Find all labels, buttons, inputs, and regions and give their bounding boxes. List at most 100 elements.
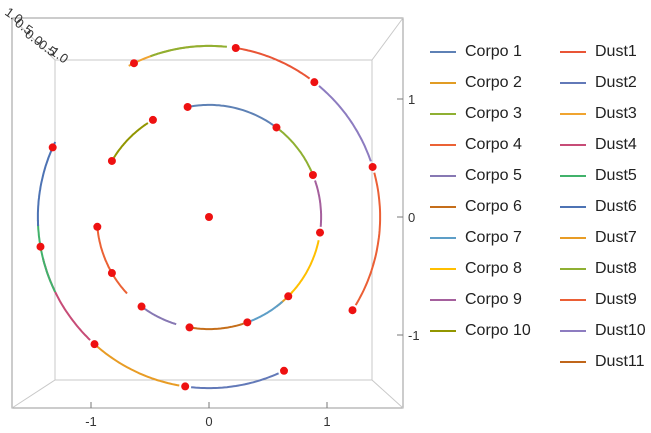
inner-body-point	[148, 115, 157, 124]
corner-tick-labels: 1.00.50.0-0.5-1.0	[2, 4, 71, 66]
legend-swatch	[430, 174, 456, 177]
arc-corpo-9	[314, 180, 323, 227]
inner-body-point	[316, 228, 325, 237]
legend-item: Dust3	[560, 98, 646, 129]
legend-item: Dust5	[560, 160, 646, 191]
legend-label: Corpo 8	[465, 259, 522, 277]
arc-corpo-6	[185, 322, 244, 331]
legend-swatch	[430, 298, 456, 301]
legend-item: Corpo 8	[430, 253, 531, 284]
arc-dust9	[354, 172, 382, 306]
legend-item: Dust7	[560, 222, 646, 253]
arc-corpo-10	[113, 122, 149, 159]
arc-corpo-3	[278, 129, 313, 172]
axis-ticks: -1 0 1 1 0 -1	[85, 92, 419, 429]
outer-body-point	[129, 59, 138, 68]
x-tick-label: 1	[323, 414, 330, 429]
box-back-face	[54, 59, 373, 381]
legend-swatch	[430, 112, 456, 115]
legend-item: Dust11	[560, 346, 646, 377]
legend-item: Corpo 3	[430, 98, 531, 129]
legend-label: Dust7	[595, 228, 637, 246]
outer-body-point	[368, 162, 377, 171]
legend-swatch	[430, 143, 456, 146]
legend-label: Dust8	[595, 259, 637, 277]
arc-dust4	[42, 258, 91, 341]
legend-label: Dust3	[595, 104, 637, 122]
legend-swatch	[560, 81, 586, 84]
legend-item: Dust4	[560, 129, 646, 160]
legend-item: Dust8	[560, 253, 646, 284]
body-points	[36, 44, 377, 391]
legend-swatch	[560, 298, 586, 301]
arc-dust8	[150, 44, 228, 58]
legend-label: Dust9	[595, 290, 637, 308]
arc-corpo-5	[142, 306, 177, 326]
box-edge-tl	[11, 17, 56, 61]
legend-item: Corpo 7	[430, 222, 531, 253]
plot-frame	[11, 17, 404, 409]
legend-label: Dust11	[595, 352, 645, 370]
legend-swatch	[430, 205, 456, 208]
legend-item: Corpo 5	[430, 160, 531, 191]
x-tick-label: -1	[85, 414, 97, 429]
legend-column-2: Dust1 Dust2 Dust3 Dust4 Dust5 Dust6 Dust7 Dust8…	[560, 36, 646, 377]
outer-body-point	[90, 340, 99, 349]
series-arcs	[36, 44, 382, 390]
legend-label: Corpo 7	[465, 228, 522, 246]
legend-label: Corpo 5	[465, 166, 522, 184]
legend-item: Corpo 2	[430, 67, 531, 98]
inner-body-point	[107, 156, 116, 165]
inner-body-point	[107, 269, 116, 278]
legend-item: Corpo 4	[430, 129, 531, 160]
legend-label: Corpo 1	[465, 42, 522, 60]
arc-dust7	[96, 345, 180, 387]
legend-swatch	[560, 267, 586, 270]
legend-item: Dust6	[560, 191, 646, 222]
arc-corpo-1	[187, 103, 274, 127]
legend-label: Dust6	[595, 197, 637, 215]
inner-body-point	[183, 102, 192, 111]
inner-body-point	[243, 318, 252, 327]
y-tick-label: 1	[408, 92, 415, 107]
legend-swatch	[430, 50, 456, 53]
legend-label: Corpo 9	[465, 290, 522, 308]
legend-label: Dust1	[595, 42, 637, 60]
arc-dust1	[238, 47, 311, 80]
legend-item: Dust2	[560, 67, 646, 98]
inner-body-point	[284, 292, 293, 301]
outer-body-point	[348, 306, 357, 315]
legend-item: Corpo 10	[430, 315, 531, 346]
legend-swatch	[560, 112, 586, 115]
legend-swatch	[430, 267, 456, 270]
legend-item: Dust1	[560, 36, 646, 67]
legend-swatch	[560, 50, 586, 53]
legend-item: Corpo 6	[430, 191, 531, 222]
outer-body-point	[280, 366, 289, 375]
center-point	[205, 213, 213, 221]
legend-label: Dust4	[595, 135, 637, 153]
legend-column-1: Corpo 1 Corpo 2 Corpo 3 Corpo 4 Corpo 5 Corpo…	[430, 36, 531, 346]
inner-body-point	[272, 123, 281, 132]
x-tick-label: 0	[205, 414, 212, 429]
legend-label: Dust2	[595, 73, 637, 91]
y-tick-label: 0	[408, 210, 415, 225]
legend-swatch	[560, 143, 586, 146]
outer-body-point	[181, 382, 190, 391]
legend-label: Dust10	[595, 321, 646, 339]
legend-swatch	[560, 174, 586, 177]
arc-dust10	[318, 85, 372, 162]
legend-label: Dust5	[595, 166, 637, 184]
inner-body-point	[93, 222, 102, 231]
arc-dust2	[191, 372, 279, 390]
arc-corpo-7	[250, 300, 284, 322]
legend-label: Corpo 4	[465, 135, 522, 153]
legend-label: Corpo 2	[465, 73, 522, 91]
legend-swatch	[560, 329, 586, 332]
inner-body-point	[308, 171, 317, 180]
legend-item: Corpo 1	[430, 36, 531, 67]
legend-label: Corpo 6	[465, 197, 522, 215]
legend-swatch	[430, 236, 456, 239]
legend-label: Corpo 3	[465, 104, 522, 122]
